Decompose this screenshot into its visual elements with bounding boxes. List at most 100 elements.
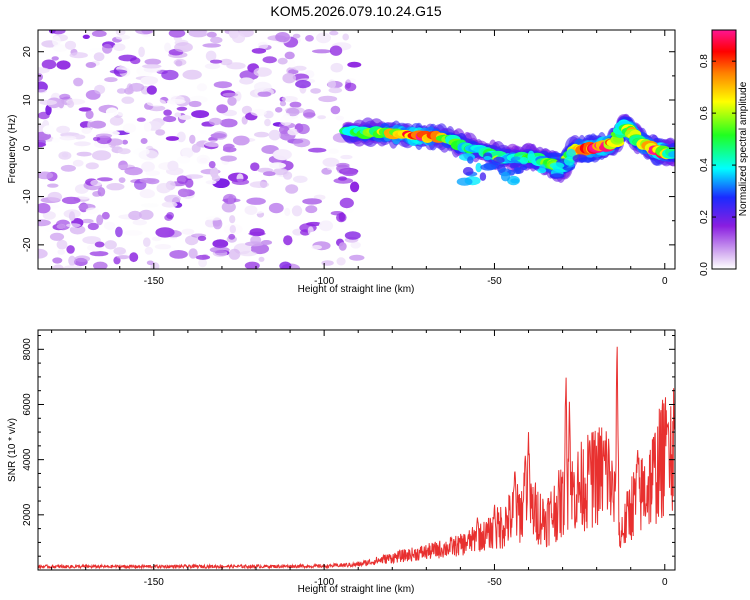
noise-blob	[128, 210, 142, 221]
ridge-blob	[539, 164, 546, 173]
noise-blob	[269, 162, 286, 169]
noise-blob	[322, 157, 340, 167]
ridge-blob	[483, 156, 492, 161]
noise-blob	[291, 205, 303, 217]
noise-blob	[146, 85, 157, 95]
noise-blob	[344, 82, 357, 92]
noise-blob	[321, 260, 334, 266]
ridge-blob	[549, 173, 565, 179]
noise-blob	[61, 196, 81, 205]
noise-blob	[342, 33, 350, 41]
noise-blob	[89, 48, 106, 53]
noise-blob	[317, 115, 326, 120]
noise-blob	[181, 228, 195, 235]
colorbar: 0.0 0.2 0.4 0.6 0.8 Normalized spectral ampl…	[699, 29, 749, 276]
noise-blob	[73, 77, 84, 87]
spectrogram-frame	[37, 29, 676, 270]
ridge-blob	[479, 172, 487, 181]
noise-blob	[38, 171, 54, 180]
noise-blob	[208, 161, 216, 169]
ridge-blob	[475, 162, 482, 173]
noise-blob	[91, 30, 107, 37]
noise-blob	[97, 187, 106, 197]
noise-blob	[339, 197, 354, 209]
noise-blob	[87, 222, 99, 231]
noise-blob	[248, 231, 266, 236]
noise-blob	[250, 108, 267, 117]
noise-blob	[155, 227, 175, 238]
noise-blob	[47, 183, 59, 188]
noise-blob	[305, 205, 318, 214]
signal-ridge	[339, 113, 675, 186]
noise-blob	[286, 107, 300, 117]
noise-blob	[223, 223, 243, 235]
noise-blob	[93, 261, 108, 269]
noise-blob	[85, 162, 99, 170]
noise-blob	[246, 197, 266, 205]
noise-blob	[166, 99, 186, 105]
noise-blob	[145, 170, 160, 177]
noise-blob	[307, 226, 314, 235]
noise-blob	[164, 194, 181, 204]
noise-blob	[205, 50, 217, 62]
noise-blob	[177, 188, 190, 198]
ridge-blob	[507, 175, 520, 186]
noise-blob	[136, 117, 146, 122]
noise-blob	[293, 65, 307, 71]
noise-blob	[116, 88, 127, 94]
noise-blob	[42, 125, 55, 135]
noise-blob	[167, 160, 179, 171]
noise-blob	[268, 202, 284, 214]
noise-blob	[330, 62, 344, 73]
noise-blob	[39, 99, 57, 106]
noise-blob	[279, 115, 293, 126]
noise-blob	[113, 43, 126, 51]
colorbar-gradient	[711, 29, 737, 270]
y-tick-label: 6000	[22, 393, 33, 416]
noise-blob	[244, 205, 258, 215]
noise-blob	[115, 34, 131, 40]
x-tick-label: 0	[662, 577, 668, 588]
noise-blob	[72, 159, 84, 167]
noise-blob	[85, 207, 99, 214]
noise-blob	[213, 81, 233, 89]
noise-blob	[138, 46, 145, 58]
noise-blob	[48, 30, 56, 34]
noise-blob	[262, 56, 277, 64]
ridge-blob	[480, 163, 496, 171]
noise-blob	[296, 123, 310, 135]
noise-blob	[64, 40, 77, 50]
ridge-blob	[493, 156, 505, 164]
noise-blob	[69, 52, 88, 59]
noise-blob	[328, 148, 339, 154]
noise-blob	[283, 235, 293, 246]
noise-blob	[93, 52, 105, 62]
noise-blob	[85, 110, 94, 120]
noise-blob	[188, 100, 202, 108]
noise-blob	[89, 120, 106, 129]
noise-blob	[38, 142, 47, 148]
noise-blob	[302, 198, 322, 205]
noise-blob	[231, 178, 250, 185]
noise-blob	[287, 128, 300, 136]
noise-blob	[96, 214, 104, 226]
noise-blob	[38, 89, 47, 94]
noise-blob	[338, 212, 346, 222]
noise-blob	[216, 104, 229, 114]
noise-blob	[303, 112, 316, 118]
noise-blob	[350, 241, 361, 249]
noise-blob	[144, 58, 162, 65]
noise-blob	[78, 195, 91, 200]
noise-blob	[95, 133, 113, 138]
noise-blob	[346, 208, 354, 213]
noise-blob	[174, 42, 193, 53]
noise-blob	[52, 137, 60, 143]
noise-blob	[206, 31, 217, 38]
noise-blob	[140, 138, 148, 144]
noise-blob	[38, 203, 51, 214]
ridge-blob	[462, 167, 474, 176]
noise-blob	[113, 247, 126, 255]
noise-blob	[198, 258, 208, 268]
noise-blob	[163, 115, 177, 123]
noise-blob	[141, 161, 155, 173]
